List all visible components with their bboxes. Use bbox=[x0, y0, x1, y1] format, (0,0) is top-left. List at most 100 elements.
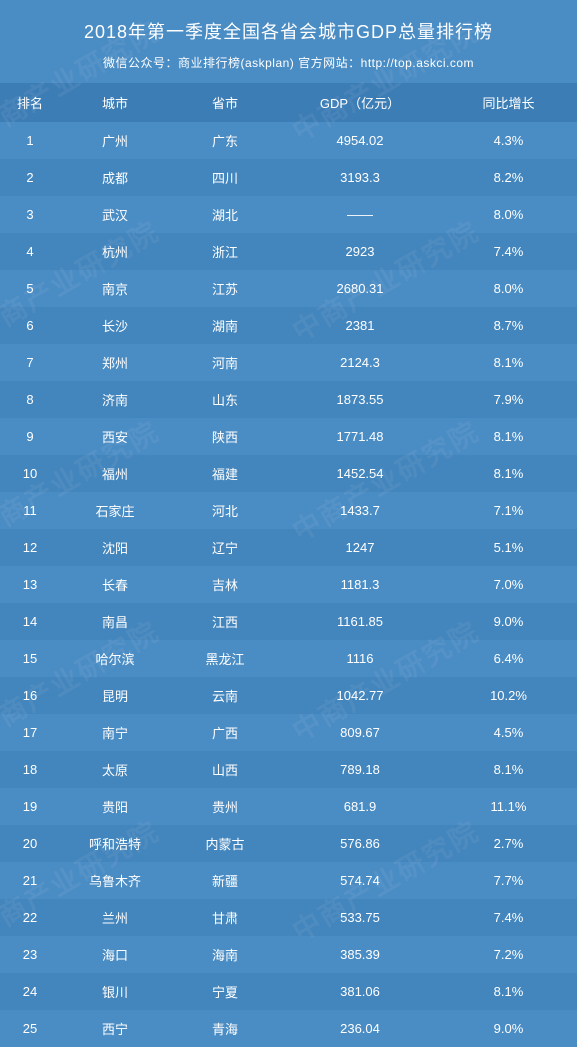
table-row: 21乌鲁木齐新疆574.747.7% bbox=[0, 862, 577, 899]
table-cell: 西宁 bbox=[60, 1010, 170, 1047]
table-row: 23海口海南385.397.2% bbox=[0, 936, 577, 973]
table-cell: 甘肃 bbox=[170, 899, 280, 936]
table-cell: 22 bbox=[0, 899, 60, 936]
table-row: 11石家庄河北1433.77.1% bbox=[0, 492, 577, 529]
table-cell: 河南 bbox=[170, 344, 280, 381]
table-cell: 1 bbox=[0, 122, 60, 159]
table-cell: 12 bbox=[0, 529, 60, 566]
table-cell: 沈阳 bbox=[60, 529, 170, 566]
table-cell: 8.1% bbox=[440, 973, 577, 1010]
table-cell: 7.9% bbox=[440, 381, 577, 418]
table-cell: 23 bbox=[0, 936, 60, 973]
table-body: 1广州广东4954.024.3%2成都四川3193.38.2%3武汉湖北——8.… bbox=[0, 122, 577, 1047]
table-cell: 福建 bbox=[170, 455, 280, 492]
table-row: 17南宁广西809.674.5% bbox=[0, 714, 577, 751]
table-row: 14南昌江西1161.859.0% bbox=[0, 603, 577, 640]
table-cell: 太原 bbox=[60, 751, 170, 788]
table-cell: 3193.3 bbox=[280, 159, 440, 196]
table-cell: 乌鲁木齐 bbox=[60, 862, 170, 899]
table-row: 5南京江苏2680.318.0% bbox=[0, 270, 577, 307]
table-cell: 7.4% bbox=[440, 899, 577, 936]
table-cell: 湖北 bbox=[170, 196, 280, 233]
table-cell: 7.2% bbox=[440, 936, 577, 973]
table-row: 4杭州浙江29237.4% bbox=[0, 233, 577, 270]
table-cell: 南宁 bbox=[60, 714, 170, 751]
table-cell: 17 bbox=[0, 714, 60, 751]
table-cell: 石家庄 bbox=[60, 492, 170, 529]
table-cell: 10 bbox=[0, 455, 60, 492]
table-cell: 杭州 bbox=[60, 233, 170, 270]
table-cell: 7.4% bbox=[440, 233, 577, 270]
table-row: 2成都四川3193.38.2% bbox=[0, 159, 577, 196]
table-cell: —— bbox=[280, 196, 440, 233]
table-cell: 9.0% bbox=[440, 1010, 577, 1047]
table-cell: 789.18 bbox=[280, 751, 440, 788]
table-cell: 2124.3 bbox=[280, 344, 440, 381]
table-cell: 4.5% bbox=[440, 714, 577, 751]
table-cell: 山东 bbox=[170, 381, 280, 418]
table-cell: 25 bbox=[0, 1010, 60, 1047]
table-cell: 533.75 bbox=[280, 899, 440, 936]
table-cell: 济南 bbox=[60, 381, 170, 418]
table-cell: 8.1% bbox=[440, 751, 577, 788]
table-cell: 2680.31 bbox=[280, 270, 440, 307]
table-cell: 1771.48 bbox=[280, 418, 440, 455]
table-cell: 内蒙古 bbox=[170, 825, 280, 862]
table-cell: 4.3% bbox=[440, 122, 577, 159]
table-cell: 河北 bbox=[170, 492, 280, 529]
table-cell: 湖南 bbox=[170, 307, 280, 344]
subtitle-prefix: 微信公众号：商业排行榜(askplan) 官方网站： bbox=[103, 56, 361, 70]
table-cell: 1452.54 bbox=[280, 455, 440, 492]
table-row: 8济南山东1873.557.9% bbox=[0, 381, 577, 418]
table-cell: 江苏 bbox=[170, 270, 280, 307]
table-cell: 6.4% bbox=[440, 640, 577, 677]
table-cell: 昆明 bbox=[60, 677, 170, 714]
table-cell: 1161.85 bbox=[280, 603, 440, 640]
table-row: 20呼和浩特内蒙古576.862.7% bbox=[0, 825, 577, 862]
table-cell: 5 bbox=[0, 270, 60, 307]
table-cell: 陕西 bbox=[170, 418, 280, 455]
table-row: 18太原山西789.188.1% bbox=[0, 751, 577, 788]
table-cell: 10.2% bbox=[440, 677, 577, 714]
table-cell: 南京 bbox=[60, 270, 170, 307]
col-header-growth: 同比增长 bbox=[440, 83, 577, 122]
table-cell: 574.74 bbox=[280, 862, 440, 899]
table-row: 7郑州河南2124.38.1% bbox=[0, 344, 577, 381]
table-row: 16昆明云南1042.7710.2% bbox=[0, 677, 577, 714]
table-cell: 海口 bbox=[60, 936, 170, 973]
table-cell: 20 bbox=[0, 825, 60, 862]
table-cell: 武汉 bbox=[60, 196, 170, 233]
table-cell: 14 bbox=[0, 603, 60, 640]
table-cell: 南昌 bbox=[60, 603, 170, 640]
table-cell: 6 bbox=[0, 307, 60, 344]
table-cell: 8.0% bbox=[440, 270, 577, 307]
col-header-city: 城市 bbox=[60, 83, 170, 122]
table-cell: 长沙 bbox=[60, 307, 170, 344]
table-cell: 18 bbox=[0, 751, 60, 788]
table-cell: 贵阳 bbox=[60, 788, 170, 825]
table-cell: 576.86 bbox=[280, 825, 440, 862]
table-cell: 21 bbox=[0, 862, 60, 899]
table-cell: 2923 bbox=[280, 233, 440, 270]
table-cell: 4954.02 bbox=[280, 122, 440, 159]
table-row: 6长沙湖南23818.7% bbox=[0, 307, 577, 344]
table-row: 3武汉湖北——8.0% bbox=[0, 196, 577, 233]
table-row: 22兰州甘肃533.757.4% bbox=[0, 899, 577, 936]
table-cell: 8 bbox=[0, 381, 60, 418]
table-row: 25西宁青海236.049.0% bbox=[0, 1010, 577, 1047]
table-cell: 1873.55 bbox=[280, 381, 440, 418]
table-cell: 哈尔滨 bbox=[60, 640, 170, 677]
page-subtitle: 微信公众号：商业排行榜(askplan) 官方网站：http://top.ask… bbox=[0, 54, 577, 83]
table-cell: 西安 bbox=[60, 418, 170, 455]
table-cell: 1433.7 bbox=[280, 492, 440, 529]
table-cell: 辽宁 bbox=[170, 529, 280, 566]
table-cell: 宁夏 bbox=[170, 973, 280, 1010]
table-cell: 8.7% bbox=[440, 307, 577, 344]
table-cell: 广东 bbox=[170, 122, 280, 159]
table-cell: 广西 bbox=[170, 714, 280, 751]
table-cell: 1116 bbox=[280, 640, 440, 677]
table-cell: 11 bbox=[0, 492, 60, 529]
table-cell: 8.0% bbox=[440, 196, 577, 233]
table-cell: 呼和浩特 bbox=[60, 825, 170, 862]
table-row: 24银川宁夏381.068.1% bbox=[0, 973, 577, 1010]
